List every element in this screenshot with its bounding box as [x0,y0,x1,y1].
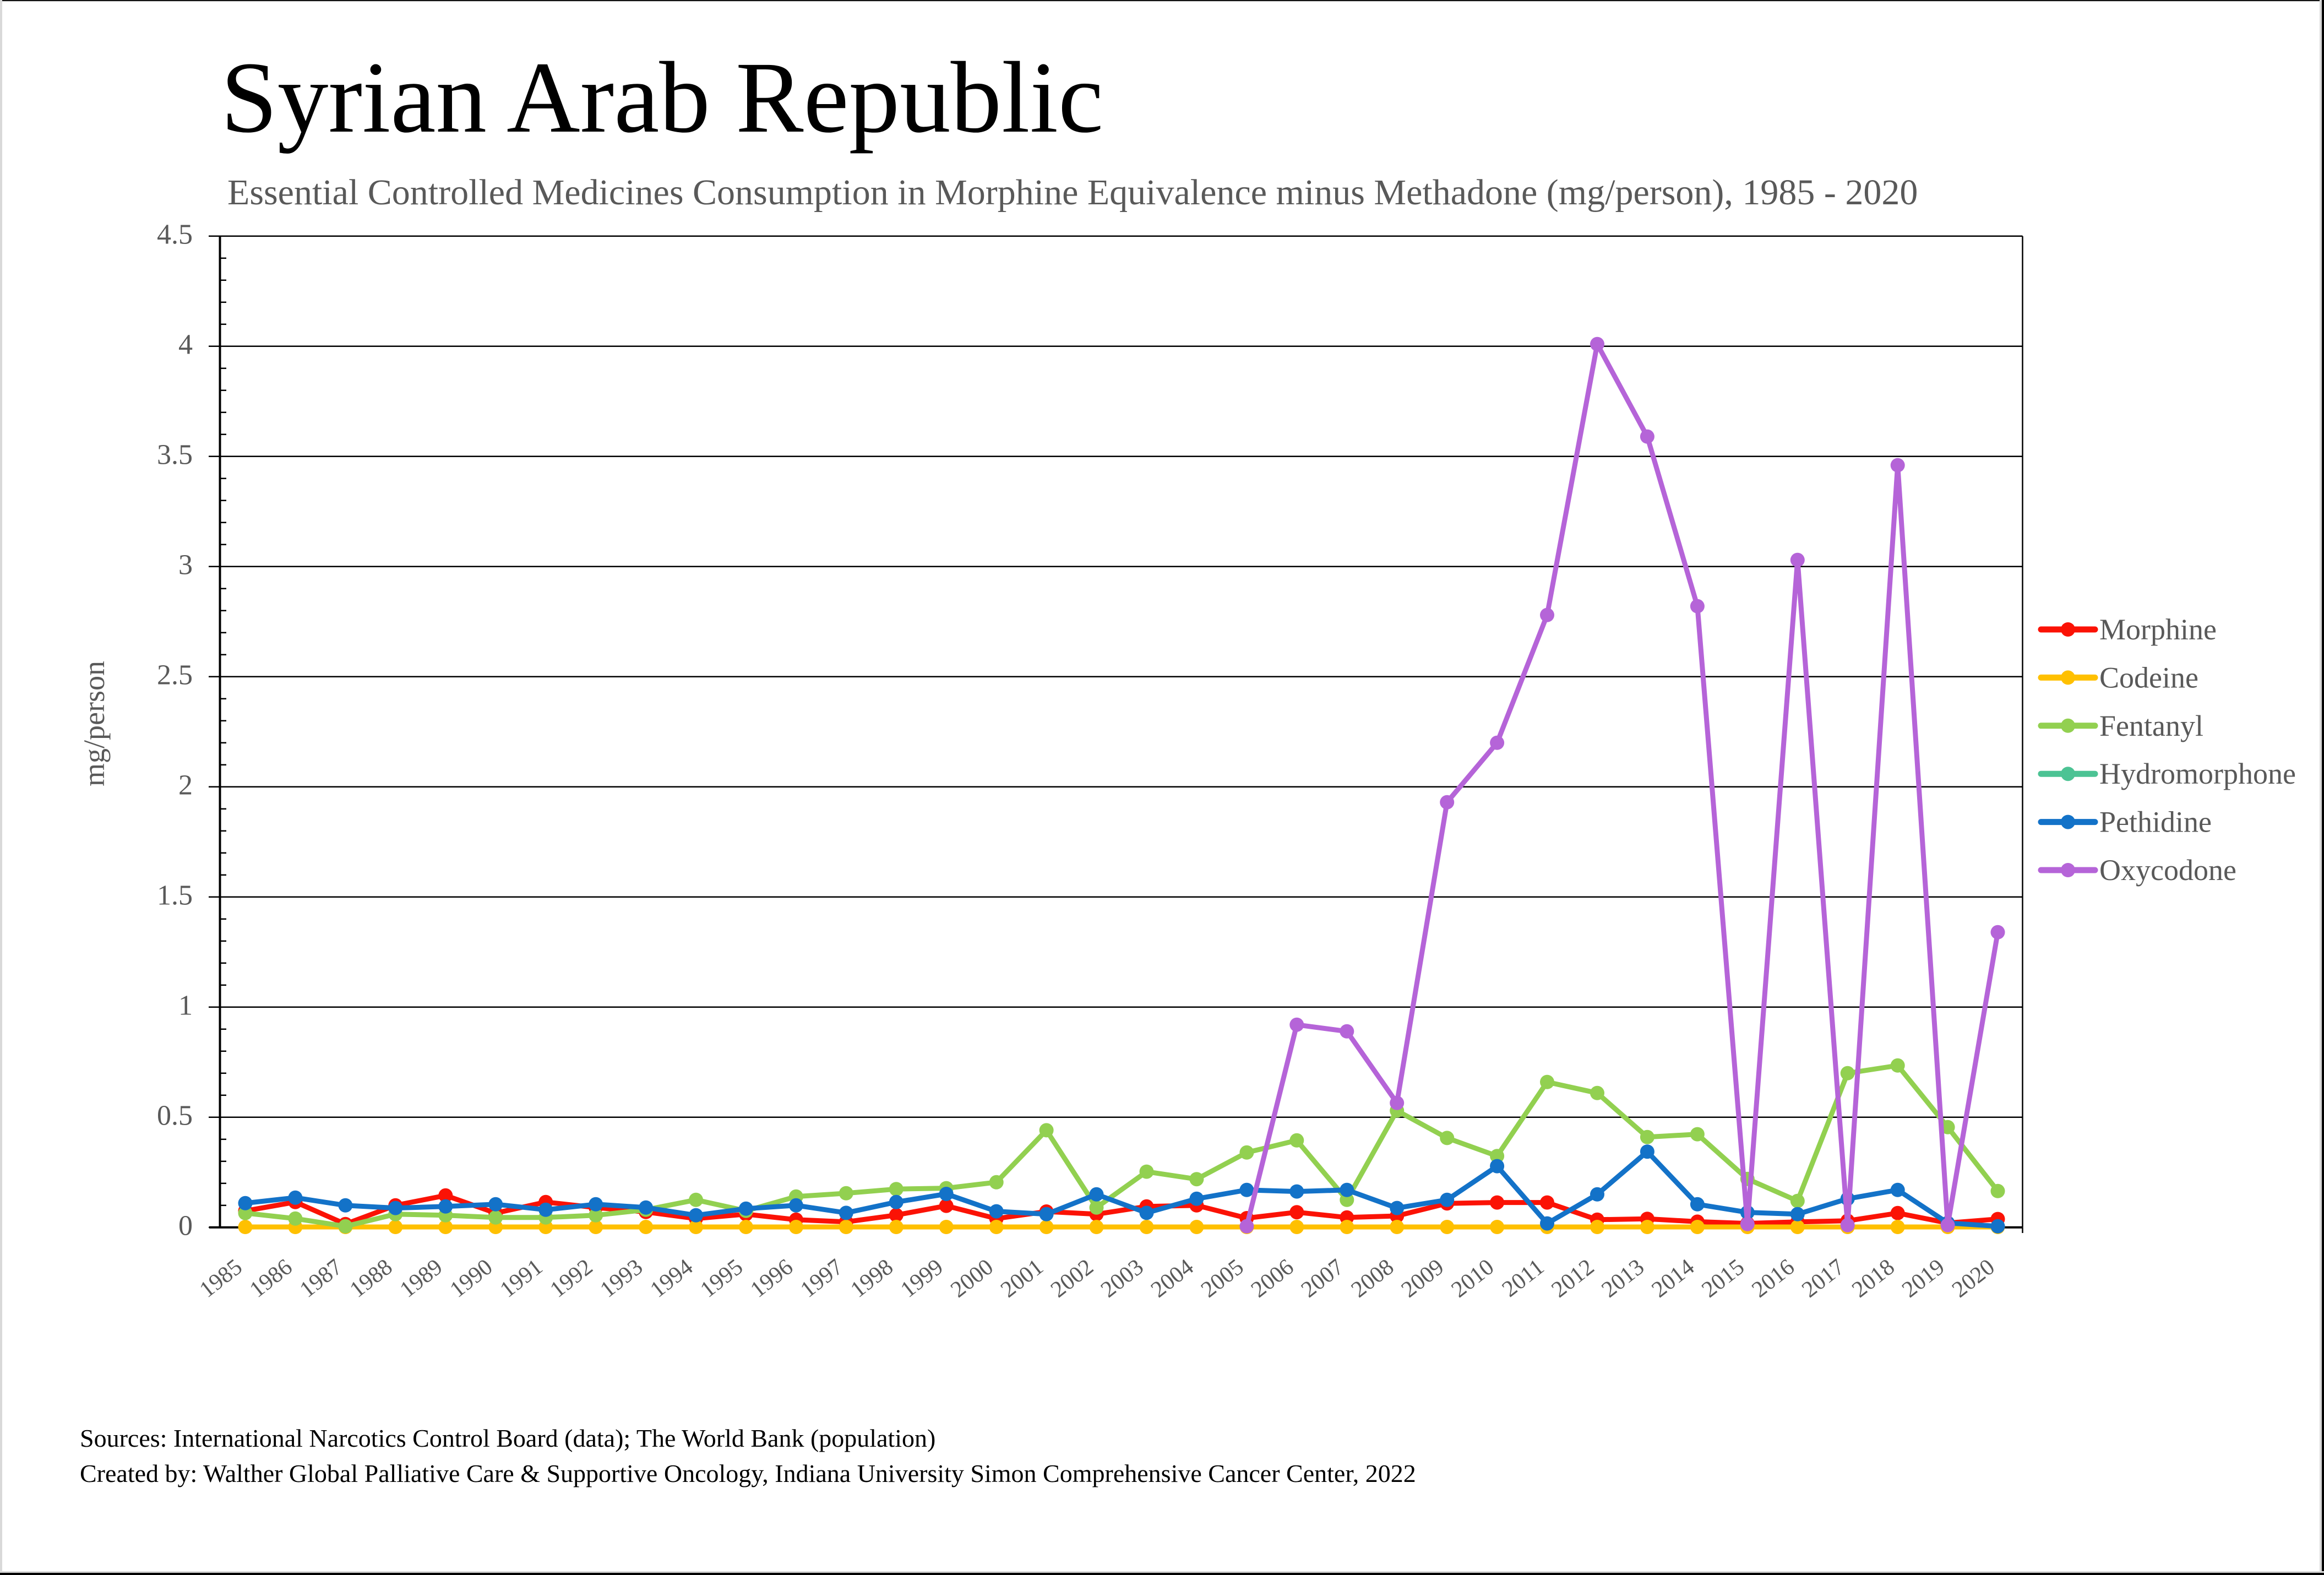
svg-text:0: 0 [178,1210,193,1241]
svg-text:3.5: 3.5 [157,439,193,470]
svg-text:Fentanyl: Fentanyl [2099,709,2203,742]
svg-text:Essential Controlled Medicines: Essential Controlled Medicines Consumpti… [227,172,1918,213]
svg-text:2.5: 2.5 [157,659,193,691]
svg-text:Codeine: Codeine [2099,661,2198,694]
svg-text:Oxycodone: Oxycodone [2099,854,2236,887]
svg-text:Hydromorphone: Hydromorphone [2099,757,2296,790]
svg-text:3: 3 [178,549,193,580]
svg-text:Pethidine: Pethidine [2099,806,2212,839]
svg-text:Created by: Walther Global Pal: Created by: Walther Global Palliative Ca… [80,1459,1416,1487]
svg-text:4.5: 4.5 [157,219,193,250]
svg-text:2: 2 [178,769,193,801]
svg-text:Syrian Arab Republic: Syrian Arab Republic [221,41,1103,154]
svg-text:1: 1 [178,990,193,1021]
svg-text:Sources: International Narcoti: Sources: International Narcotics Control… [80,1424,935,1452]
svg-text:mg/person: mg/person [78,661,111,786]
svg-text:4: 4 [178,329,193,360]
svg-text:0.5: 0.5 [157,1100,193,1131]
svg-text:Morphine: Morphine [2099,613,2217,646]
svg-text:1.5: 1.5 [157,879,193,911]
